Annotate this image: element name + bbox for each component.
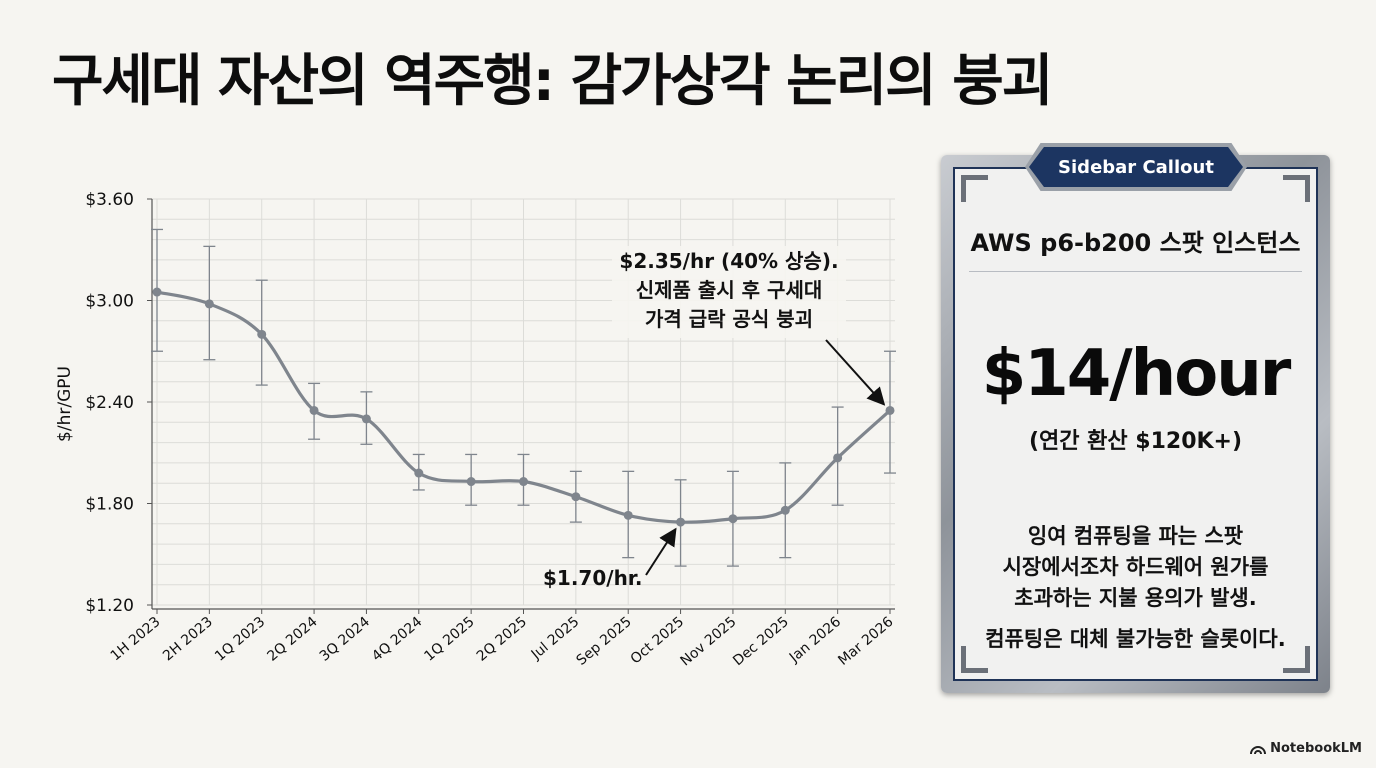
callout-subtitle: AWS p6-b200 스팟 인스턴스 <box>969 209 1302 272</box>
brand-watermark: NotebookLM <box>1250 741 1362 756</box>
y-tick-label: $3.00 <box>85 292 134 312</box>
annotation-arrow <box>825 339 886 406</box>
y-tick-label: $1.20 <box>85 596 134 616</box>
x-tick-label: 2Q 2024 <box>264 614 320 665</box>
page-title: 구세대 자산의 역주행: 감가상각 논리의 붕괴 <box>52 49 1053 114</box>
y-tick-label: $3.60 <box>85 190 134 210</box>
notebooklm-logo-icon <box>1250 745 1267 754</box>
corner-bracket-icon <box>961 175 988 202</box>
data-point <box>361 414 371 424</box>
callout-banner: Sidebar Callout <box>1029 147 1243 187</box>
callout-description-line: 시장에서조차 하드웨어 원가를 <box>1002 555 1269 579</box>
x-tick-label: 2H 2023 <box>160 614 216 665</box>
data-point <box>885 405 895 415</box>
x-tick-label: Dec 2025 <box>730 614 792 669</box>
callout-price: $14/hour <box>981 337 1292 411</box>
data-point <box>623 510 633 520</box>
data-point <box>833 453 843 463</box>
data-points <box>152 287 895 527</box>
x-tick-label: Mar 2026 <box>835 614 896 669</box>
callout-description-line: 초과하는 지불 용의가 발생. <box>1014 586 1257 610</box>
data-point <box>204 299 214 309</box>
x-tick-label: 2Q 2025 <box>474 614 530 665</box>
data-point <box>466 477 476 487</box>
data-point <box>309 405 319 415</box>
corner-bracket-icon <box>961 646 988 673</box>
x-tick-label: Jan 2026 <box>786 614 844 667</box>
data-point <box>728 514 738 524</box>
x-tick-label: 3Q 2024 <box>317 614 373 665</box>
chart-grid <box>152 198 895 606</box>
corner-bracket-icon <box>1283 646 1310 673</box>
x-tick-label: 1Q 2023 <box>212 614 268 665</box>
annotation-text: 신제품 출시 후 구세대 <box>636 278 823 302</box>
x-tick-label: Nov 2025 <box>678 614 740 670</box>
callout-conclusion: 컴퓨팅은 대체 불가능한 슬롯이다. <box>985 627 1286 651</box>
annotation-text: $1.70/hr. <box>543 566 642 590</box>
y-tick-label: $2.40 <box>85 393 134 413</box>
annotation-text: 가격 급락 공식 붕괴 <box>645 307 813 331</box>
callout-panel: AWS p6-b200 스팟 인스턴스 $14/hour (연간 환산 $120… <box>953 167 1318 681</box>
data-point <box>676 517 686 527</box>
callout-description-line: 잉여 컴퓨팅을 파는 스팟 <box>1027 524 1244 548</box>
data-point <box>571 492 581 502</box>
x-tick-label: Sep 2025 <box>574 614 635 669</box>
x-tick-label: 1Q 2025 <box>421 614 477 665</box>
callout-description: 잉여 컴퓨팅을 파는 스팟 시장에서조차 하드웨어 원가를 초과하는 지불 용의… <box>975 521 1296 614</box>
x-tick-label: 1H 2023 <box>108 614 164 665</box>
data-point <box>519 477 528 487</box>
annotation-arrow <box>645 527 677 576</box>
data-point <box>257 329 267 339</box>
brand-name: NotebookLM <box>1270 741 1362 756</box>
corner-bracket-icon <box>1283 175 1310 202</box>
sidebar-callout-card: AWS p6-b200 스팟 인스턴스 $14/hour (연간 환산 $120… <box>941 143 1330 693</box>
data-point <box>780 505 790 515</box>
y-axis-label: $/hr/GPU <box>55 366 75 442</box>
annotation-text: $2.35/hr (40% 상승). <box>619 249 838 273</box>
x-tick-label: 4Q 2024 <box>369 614 425 665</box>
data-point <box>414 468 424 478</box>
annotation-bg <box>612 246 846 338</box>
callout-annual: (연간 환산 $120K+) <box>1028 429 1243 454</box>
data-point <box>152 287 162 297</box>
y-tick-label: $1.80 <box>85 495 134 515</box>
